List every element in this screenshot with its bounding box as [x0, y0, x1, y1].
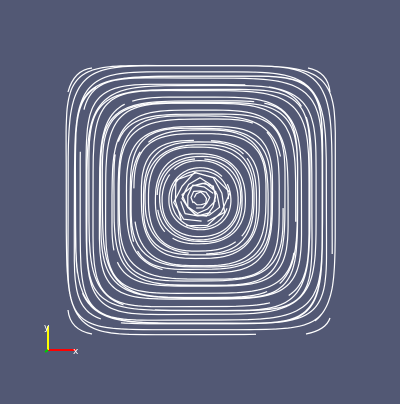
axes-triad: x y: [44, 323, 79, 357]
streamline: [193, 192, 206, 205]
streamline: [112, 110, 288, 286]
streamlines-group: [66, 66, 335, 335]
streamline: [171, 171, 228, 228]
y-axis-label: y: [44, 323, 50, 333]
streamline: [89, 89, 310, 310]
streamline: [93, 91, 309, 307]
streamline: [306, 318, 330, 334]
streamline: [130, 128, 271, 269]
streamline: [68, 66, 332, 330]
streamline: [149, 147, 253, 251]
streamline: [308, 68, 330, 92]
z-axis-line: [45, 350, 48, 352]
x-axis-label: x: [73, 347, 79, 357]
streamline: [131, 130, 268, 267]
